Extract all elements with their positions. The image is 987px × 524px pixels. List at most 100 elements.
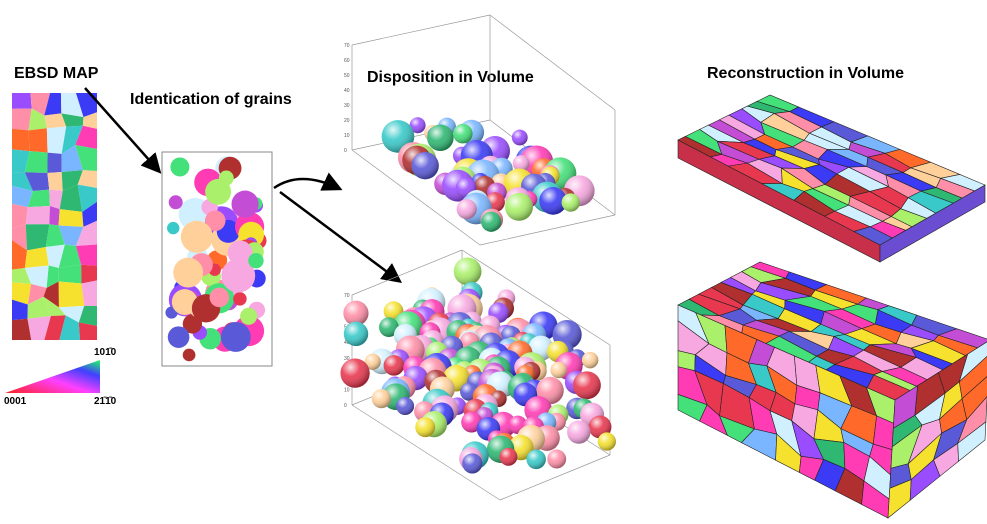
grain-cell: [12, 108, 32, 131]
grain-cell: [959, 355, 987, 400]
sphere-shade: [539, 187, 567, 215]
grain-cell: [58, 264, 82, 284]
grain-cell: [12, 299, 28, 321]
grain-cell: [28, 108, 47, 131]
z-tick-label: 0: [344, 148, 347, 154]
grain-cell: [958, 341, 987, 383]
sphere-shade: [343, 300, 369, 326]
grain-cell: [46, 265, 59, 288]
grain-cell: [82, 112, 97, 129]
grain-cell: [43, 296, 66, 317]
grain-cell: [43, 281, 59, 308]
sphere-shade: [512, 155, 530, 172]
grain-cell: [58, 305, 85, 323]
grain: [167, 326, 190, 348]
sphere-shade: [462, 453, 483, 474]
grain-cell: [47, 152, 62, 174]
grain: [171, 289, 198, 315]
grain: [231, 190, 259, 218]
grain-cell: [12, 172, 33, 192]
grain: [168, 195, 183, 210]
z-tick-label: 70: [344, 293, 350, 299]
grain-cell: [75, 244, 97, 266]
grain: [205, 210, 226, 231]
grain-cell: [82, 201, 97, 227]
grain-cell: [45, 244, 65, 269]
grain-cell: [58, 209, 84, 227]
grain-cell: [12, 203, 28, 229]
grain-cell: [12, 282, 32, 305]
sphere-shade: [383, 355, 405, 376]
grain-cell: [58, 244, 82, 269]
grain: [180, 220, 213, 253]
grain-cell: [961, 376, 987, 421]
grain-cell: [25, 224, 50, 251]
sphere-shade: [427, 124, 454, 152]
box-edge: [489, 14, 616, 111]
sphere-shade: [453, 123, 473, 144]
grain-cell: [24, 265, 49, 288]
grain: [209, 287, 230, 308]
grain-cell: [77, 170, 97, 189]
sphere-shade: [343, 321, 369, 347]
grain-cell: [12, 93, 32, 109]
grain-cell: [25, 205, 50, 225]
sphere-shade: [364, 353, 381, 370]
grain: [205, 178, 232, 205]
sphere-shade: [572, 371, 601, 400]
sphere-shade: [456, 198, 477, 220]
sphere-shade: [481, 211, 502, 232]
grain-cell: [24, 247, 49, 269]
label: Identication of grains: [130, 91, 292, 108]
reconstruction: [677, 94, 987, 519]
grain: [240, 307, 258, 325]
grain-cell: [58, 225, 84, 246]
sphere-shade: [550, 361, 567, 379]
box-edge: [499, 454, 611, 501]
grain-cell: [61, 145, 83, 173]
z-tick-label: 10: [344, 387, 350, 393]
ebsd-map: [12, 93, 97, 340]
grain: [182, 348, 196, 362]
key-label: 21̄1̄0: [94, 396, 117, 407]
grain-cell: [27, 189, 50, 208]
z-tick-label: 50: [344, 73, 350, 79]
grain-cell: [27, 316, 51, 340]
grain-cell: [12, 185, 33, 208]
sphere-shade: [453, 257, 482, 286]
box-edge: [461, 249, 611, 346]
z-tick-label: 70: [344, 43, 350, 49]
grain-cell: [12, 318, 32, 340]
z-tick-label: 60: [344, 58, 350, 64]
grain-cell: [75, 93, 97, 118]
grain-cell: [44, 315, 66, 340]
grain-cell: [44, 113, 67, 129]
grain: [233, 292, 247, 306]
grain-cell: [27, 296, 51, 319]
grain-cell: [78, 322, 97, 340]
sphere-shade: [581, 351, 599, 369]
grain-cell: [49, 205, 60, 226]
grain-cell: [47, 172, 63, 191]
sphere-shade: [526, 449, 546, 470]
sphere-shade: [499, 447, 518, 466]
z-tick-label: 0: [344, 403, 347, 409]
grain-cell: [939, 174, 986, 192]
sphere-shade: [411, 151, 439, 180]
sphere-shade: [415, 417, 436, 438]
color-key: [5, 360, 100, 393]
box-edge: [351, 14, 491, 46]
label: Disposition in Volume: [367, 69, 534, 86]
grain-cell: [28, 128, 48, 153]
grain-cell: [58, 281, 85, 308]
grain-cell: [81, 280, 97, 306]
grain-cell: [81, 264, 97, 284]
label: Reconstruction in Volume: [707, 65, 904, 82]
grains: [165, 156, 267, 362]
sphere-shade: [396, 397, 415, 416]
key-label: 101̄0: [94, 347, 117, 358]
grain: [170, 157, 190, 177]
sphere-shade: [505, 192, 533, 221]
